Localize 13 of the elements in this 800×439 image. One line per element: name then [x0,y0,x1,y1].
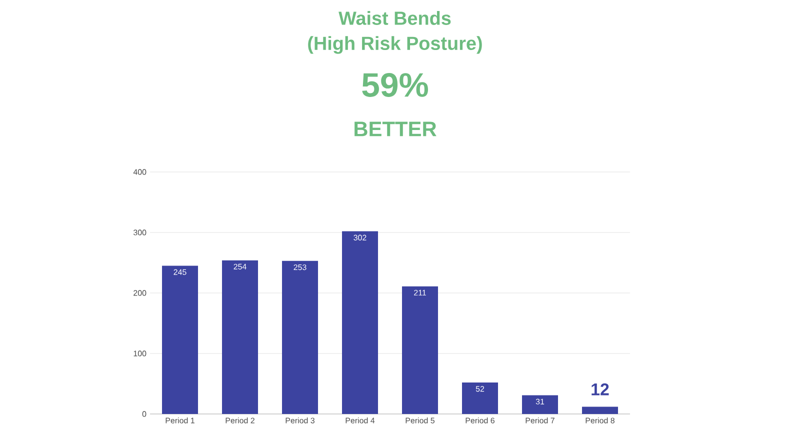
text: BETTER [354,122,436,136]
bar [462,382,498,414]
bar [522,395,558,414]
bar [222,260,258,414]
text: 59% [362,72,428,97]
bar [342,231,378,414]
bar [402,286,438,414]
chart-title: Waist Bends [338,11,451,25]
chart-subtitle: (High Risk Posture) [308,36,482,54]
bar [162,266,198,414]
data-label: 12 [592,383,609,396]
bar [582,406,618,414]
bar [282,260,318,414]
